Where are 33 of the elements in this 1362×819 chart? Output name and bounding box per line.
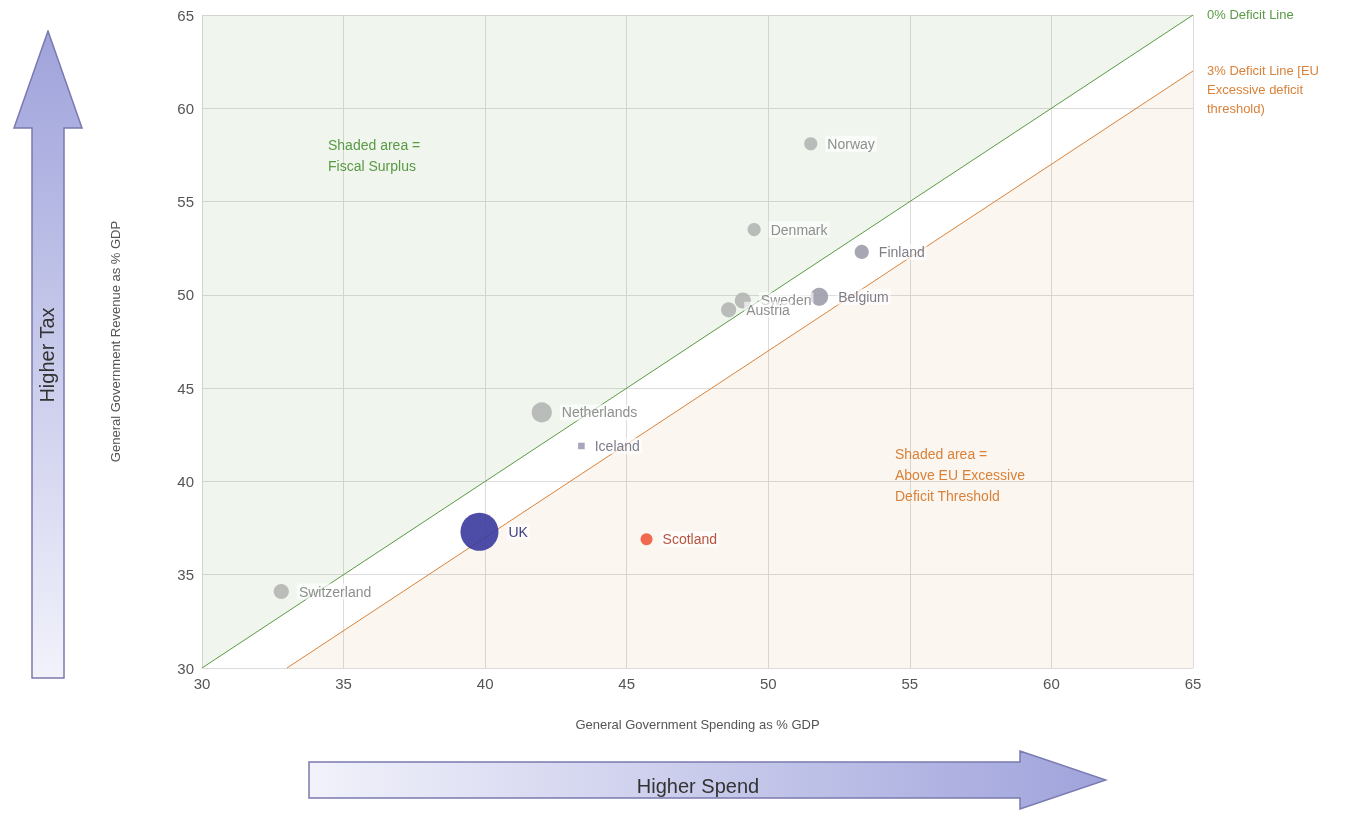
y-tick-label: 30	[177, 659, 194, 677]
annotation: Shaded area = Fiscal Surplus	[328, 136, 421, 174]
series-label: Iceland	[594, 437, 640, 454]
series-label: 0% Deficit Line	[1207, 7, 1294, 22]
annotation: Shaded area = Above EU Excessive Deficit Threshold	[895, 446, 1026, 504]
x-tick-label: 60	[1043, 675, 1060, 692]
y-tick-label: 55	[177, 193, 194, 211]
x-tick-label: 30	[193, 675, 211, 692]
series-label: Finland	[878, 243, 925, 260]
x-tick-label: 40	[476, 675, 494, 692]
x-tick-label: 35	[335, 675, 352, 692]
series-label: UK	[508, 523, 529, 540]
text: Higher Tax	[35, 307, 59, 403]
series-label: 3% Deficit Line [EU Excessive deficit threshold)	[1207, 62, 1323, 116]
y-tick-label: 65	[177, 6, 194, 24]
y-tick-label: 35	[177, 566, 194, 584]
series-label: Scotland	[662, 531, 718, 548]
series-label: Netherlands	[561, 404, 638, 421]
y-tick-label: 40	[177, 472, 194, 490]
x-tick-label: 50	[759, 675, 777, 692]
text: Higher Spend	[636, 774, 760, 798]
x-tick-label: 45	[618, 675, 636, 692]
series-label: Norway	[827, 135, 875, 152]
x-axis-title: General Government Spending as % GDP	[575, 717, 820, 732]
x-tick-label: 55	[901, 675, 919, 692]
series-label: Switzerland	[298, 583, 372, 600]
y-tick-label: 50	[177, 286, 194, 304]
y-tick-label: 60	[177, 99, 194, 117]
y-tick-label: 45	[177, 379, 194, 397]
series-label: Belgium	[838, 288, 889, 305]
y-axis-title: General Government Revenue as % GDP	[108, 220, 123, 463]
series-label: Denmark	[770, 221, 829, 238]
x-tick-label: 65	[1184, 675, 1202, 692]
